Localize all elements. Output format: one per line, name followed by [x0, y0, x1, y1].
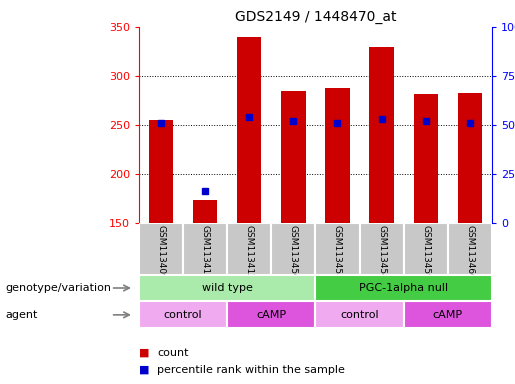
Text: GSM113409: GSM113409 [157, 225, 166, 280]
Bar [315, 275, 492, 301]
Text: wild type: wild type [202, 283, 253, 293]
Bar [404, 301, 492, 328]
Bar [139, 275, 315, 301]
Bar [281, 91, 305, 223]
Title: GDS2149 / 1448470_at: GDS2149 / 1448470_at [235, 10, 396, 25]
Text: GSM113457: GSM113457 [333, 225, 342, 280]
Bar [359, 223, 404, 275]
Bar [227, 223, 271, 275]
Text: ■: ■ [139, 365, 149, 375]
Bar [139, 301, 227, 328]
Text: ■: ■ [139, 348, 149, 358]
Bar [139, 223, 183, 275]
Bar [315, 223, 359, 275]
Bar [458, 93, 482, 223]
Text: GSM113412: GSM113412 [245, 225, 254, 280]
Bar [325, 88, 350, 223]
Text: count: count [157, 348, 188, 358]
Text: percentile rank within the sample: percentile rank within the sample [157, 365, 345, 375]
Text: GSM113411: GSM113411 [201, 225, 210, 280]
Text: PGC-1alpha null: PGC-1alpha null [359, 283, 448, 293]
Bar [193, 200, 217, 223]
Bar [183, 223, 227, 275]
Text: agent: agent [5, 310, 38, 320]
Text: GSM113459: GSM113459 [421, 225, 430, 280]
Bar [149, 120, 173, 223]
Bar [369, 48, 393, 223]
Text: GSM113458: GSM113458 [377, 225, 386, 280]
Text: genotype/variation: genotype/variation [5, 283, 111, 293]
Bar [271, 223, 315, 275]
Text: control: control [340, 310, 379, 320]
Bar [237, 36, 262, 223]
Text: cAMP: cAMP [433, 310, 463, 320]
Text: GSM113460: GSM113460 [465, 225, 474, 280]
Text: control: control [164, 310, 202, 320]
Text: cAMP: cAMP [256, 310, 286, 320]
Text: GSM113456: GSM113456 [289, 225, 298, 280]
Bar [448, 223, 492, 275]
Bar [404, 223, 448, 275]
Bar [227, 301, 315, 328]
Bar [315, 301, 404, 328]
Bar [414, 94, 438, 223]
